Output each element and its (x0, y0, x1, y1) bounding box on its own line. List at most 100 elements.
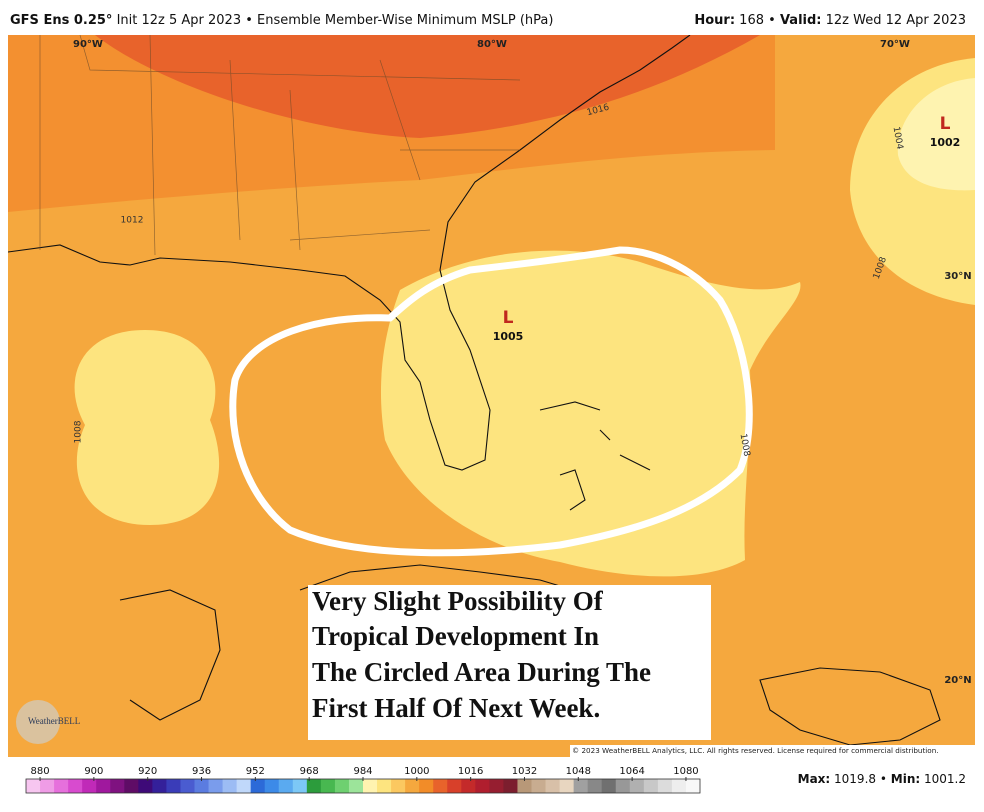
longitude-label: 80°W (477, 39, 507, 50)
colorbar-swatch (264, 779, 280, 793)
colorbar-swatch (685, 779, 701, 793)
colorbar-swatch (68, 779, 83, 793)
contour-label: 1008 (738, 433, 752, 458)
contour-label: 1012 (121, 216, 144, 226)
hour: 168 (739, 13, 764, 28)
colorbar-tick-label: 1032 (512, 766, 537, 777)
colorbar-swatch (545, 779, 561, 793)
colorbar-tick-label: 1016 (458, 766, 483, 777)
colorbar-swatch (671, 779, 687, 793)
colorbar-swatch (152, 779, 167, 793)
colorbar-swatch (54, 779, 69, 793)
contour-label: 1004 (891, 126, 905, 151)
separator: • (768, 13, 776, 28)
colorbar-swatch (587, 779, 603, 793)
colorbar-swatch (166, 779, 181, 793)
logo: WeatherBELL (28, 716, 80, 726)
info: Init 12z 5 Apr 2023 • Ensemble Member-Wi… (117, 13, 554, 28)
hour-label: Hour: (694, 13, 735, 28)
header-right: Hour: 168 • Valid: 12z Wed 12 Apr 2023 (694, 13, 966, 28)
annotation-box (308, 585, 711, 740)
colorbar-swatch (138, 779, 153, 793)
colorbar-swatch (278, 779, 294, 793)
colorbar-tick-label: 1080 (673, 766, 698, 777)
valid: 12z Wed 12 Apr 2023 (826, 13, 966, 28)
colorbar-swatch (615, 779, 631, 793)
colorbar-tick-label: 968 (300, 766, 319, 777)
pressure-region (380, 250, 801, 577)
colorbar-swatch (110, 779, 125, 793)
colorbar-swatch (180, 779, 195, 793)
colorbar-swatch (643, 779, 659, 793)
map: 90°W 80°W 70°W 30°N 20°N L 1005 L 1002 1… (8, 35, 975, 757)
colorbar-tick-label: 920 (138, 766, 157, 777)
low-symbol: L (503, 308, 514, 328)
colorbar-swatch (306, 779, 322, 793)
separator: • (880, 772, 887, 786)
colorbar-swatch (363, 779, 378, 793)
colorbar-tick-label: 984 (353, 766, 372, 777)
colorbar-swatch (559, 779, 575, 793)
coastlines (8, 35, 941, 746)
stat-label: Max: (798, 772, 831, 786)
colorbar-swatch (334, 779, 350, 793)
colorbar-swatch (82, 779, 97, 793)
colorbar-swatch (475, 779, 490, 793)
valid-label: Valid: (780, 13, 822, 28)
colorbar-swatch (573, 779, 589, 793)
stat-value: 1001.2 (924, 772, 966, 786)
latitude-label: 30°N (944, 271, 971, 282)
stat-value: 1019.8 (834, 772, 876, 786)
colorbar-tick-label: 900 (84, 766, 103, 777)
colorbar-swatch (236, 779, 252, 793)
colorbar-swatch (489, 779, 504, 793)
colorbar-tick-label: 880 (30, 766, 49, 777)
colorbar-swatch (629, 779, 645, 793)
low-pressure: 1005 (493, 330, 524, 343)
annotation-line: First Half Of Next Week. (312, 693, 600, 723)
logo-mark (16, 700, 60, 744)
colorbar-swatch (433, 779, 448, 793)
colorbar-swatch (531, 779, 547, 793)
annotation-line: The Circled Area During The (312, 657, 651, 687)
copyright-box (570, 745, 975, 757)
colorbar-tick-label: 1048 (566, 766, 591, 777)
colorbar-swatch (377, 779, 392, 793)
colorbar-swatch (292, 779, 308, 793)
pressure-band (95, 35, 760, 138)
pressure-region (897, 78, 975, 191)
latitude-label: 20°N (944, 675, 971, 686)
colorbar-swatch (461, 779, 476, 793)
colorbar-swatch (447, 779, 462, 793)
stat-label: Min: (891, 772, 920, 786)
colorbar-swatch (40, 779, 55, 793)
contour-label: 1008 (74, 420, 84, 443)
colorbar-swatch (405, 779, 420, 793)
colorbar-tick-label: 936 (192, 766, 211, 777)
colorbar-tick-label: 1000 (404, 766, 429, 777)
colorbar-swatch (320, 779, 336, 793)
colorbar-swatch (222, 779, 238, 793)
colorbar-swatch (208, 779, 224, 793)
colorbar-swatch (657, 779, 673, 793)
model: GFS Ens 0.25° (10, 13, 112, 28)
header-left: GFS Ens 0.25° Init 12z 5 Apr 2023 • Ense… (10, 13, 553, 28)
circled-area (229, 246, 753, 557)
colorbar-swatch (96, 779, 111, 793)
annotation-line: Very Slight Possibility Of (312, 586, 604, 616)
colorbar-swatch (124, 779, 139, 793)
pressure-region (74, 330, 220, 525)
colorbar-swatch (419, 779, 434, 793)
colorbar-swatch (348, 779, 364, 793)
colorbar-swatch (503, 779, 518, 793)
colorbar: 880 900 920 936 952 968 984 1000 1016 1032 1048 106… (25, 766, 701, 794)
colorbar-tick-label: 952 (246, 766, 265, 777)
colorbar-swatch (391, 779, 406, 793)
colorbar-tick-label: 1064 (619, 766, 644, 777)
colorbar-swatch (517, 779, 532, 793)
longitude-label: 70°W (880, 39, 910, 50)
low-symbol: L (940, 114, 951, 134)
copyright: © 2023 WeatherBELL Analytics, LLC. All r… (572, 746, 939, 755)
colorbar-swatch (26, 779, 41, 793)
